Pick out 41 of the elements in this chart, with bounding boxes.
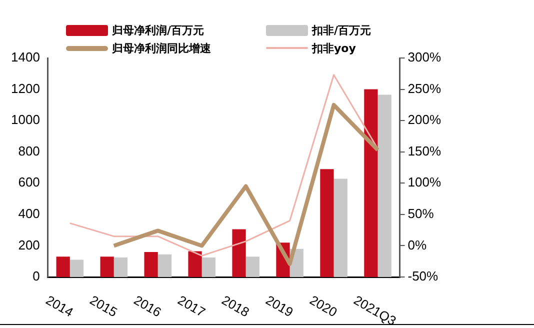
x-tick-label: 2020 <box>307 292 340 320</box>
x-tick-label: 2019 <box>263 292 296 320</box>
y-tick-label: 600 <box>18 174 40 190</box>
bar <box>70 260 84 277</box>
legend-label: 归母净利润同比增速 <box>112 40 211 56</box>
bar <box>378 94 392 277</box>
y2-tick-label: 0% <box>408 237 427 252</box>
bar <box>188 251 202 277</box>
y-tick-label: 1200 <box>11 80 40 96</box>
y2-tick-label: 50% <box>408 206 434 222</box>
legend-label: 扣非yoy <box>312 40 356 56</box>
bar <box>158 254 172 277</box>
bar <box>56 256 70 277</box>
x-tick-label: 2015 <box>87 292 120 320</box>
bar <box>364 89 378 277</box>
y2-tick-label: 150% <box>408 143 442 158</box>
y-tick-label: 0 <box>32 268 40 284</box>
x-tick-label: 2014 <box>43 292 76 320</box>
y-tick-label: 800 <box>18 143 40 158</box>
bar <box>232 229 246 277</box>
y-tick-label: 1400 <box>11 50 40 65</box>
y2-tick-label: 100% <box>408 174 442 190</box>
legend-label: 扣非/百万元 <box>312 22 372 38</box>
x-tick-label: 2018 <box>219 292 252 320</box>
x-tick-label: 2016 <box>131 292 164 320</box>
y2-tick-label: -50% <box>408 268 439 284</box>
y2-tick-label: 200% <box>408 112 442 128</box>
bar <box>114 257 128 277</box>
bar <box>320 169 334 277</box>
y2-tick-label: 300% <box>408 50 442 65</box>
bar <box>334 178 348 277</box>
y-tick-label: 200 <box>18 237 40 252</box>
bar <box>144 252 158 277</box>
bar <box>202 257 216 277</box>
bar <box>246 256 260 277</box>
y-tick-label: 1000 <box>11 112 40 128</box>
legend-label: 归母净利润/百万元 <box>112 22 204 38</box>
y2-tick-label: 250% <box>408 80 442 96</box>
bar <box>100 256 114 277</box>
y-tick-label: 400 <box>18 206 40 222</box>
x-tick-label: 2017 <box>175 292 208 320</box>
